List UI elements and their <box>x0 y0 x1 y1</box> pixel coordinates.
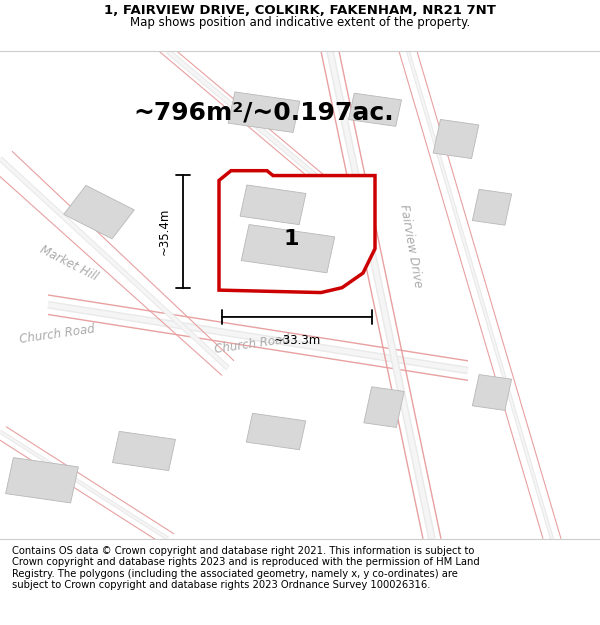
Text: 1: 1 <box>283 229 299 249</box>
Text: 1, FAIRVIEW DRIVE, COLKIRK, FAKENHAM, NR21 7NT: 1, FAIRVIEW DRIVE, COLKIRK, FAKENHAM, NR… <box>104 4 496 18</box>
Text: Contains OS data © Crown copyright and database right 2021. This information is : Contains OS data © Crown copyright and d… <box>12 546 480 591</box>
Text: Fairview Drive: Fairview Drive <box>397 204 425 289</box>
Polygon shape <box>433 119 479 159</box>
Text: ~33.3m: ~33.3m <box>274 334 320 347</box>
Polygon shape <box>240 185 306 224</box>
Polygon shape <box>228 92 300 132</box>
Text: Market Hill: Market Hill <box>38 243 100 284</box>
Polygon shape <box>472 374 512 411</box>
Text: Map shows position and indicative extent of the property.: Map shows position and indicative extent… <box>130 16 470 29</box>
Text: ~35.4m: ~35.4m <box>158 208 171 255</box>
Polygon shape <box>219 171 375 292</box>
Polygon shape <box>349 93 401 126</box>
Polygon shape <box>364 387 404 428</box>
Polygon shape <box>246 413 306 450</box>
Text: ~796m²/~0.197ac.: ~796m²/~0.197ac. <box>134 100 394 124</box>
Polygon shape <box>64 186 134 239</box>
Text: Church Road: Church Road <box>214 332 290 356</box>
Text: Church Road: Church Road <box>19 322 95 346</box>
Polygon shape <box>241 224 335 273</box>
Polygon shape <box>113 431 175 471</box>
Polygon shape <box>5 458 79 503</box>
Polygon shape <box>472 189 512 225</box>
